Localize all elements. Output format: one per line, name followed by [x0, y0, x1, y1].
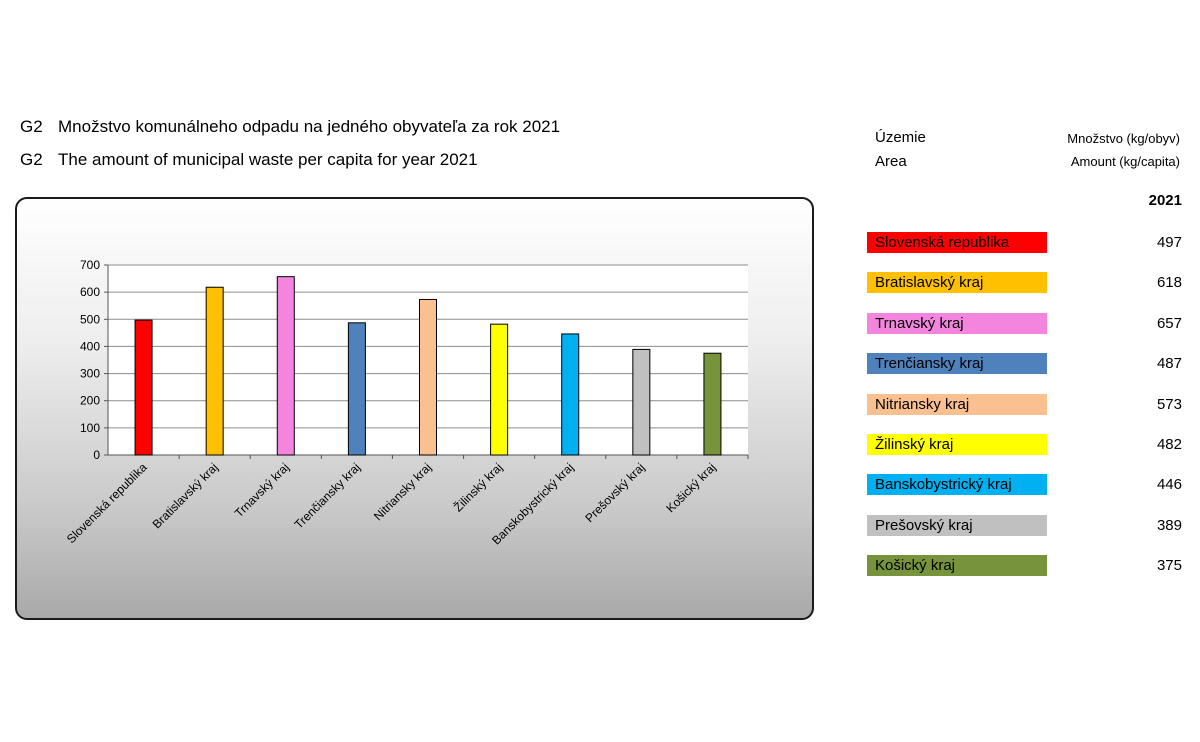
bar	[347, 322, 366, 456]
table-row: Banskobystrický kraj 446	[0, 474, 1200, 496]
bar	[205, 286, 224, 456]
row-value: 618	[1156, 274, 1182, 292]
row-value: 482	[1156, 436, 1182, 453]
bar	[561, 333, 580, 456]
chart-title-en-text: The amount of municipal waste per capita…	[58, 150, 478, 169]
bar	[490, 323, 509, 456]
chart-panel: 0 100 200 300 400 500 600 700 Slovenská republik…	[15, 197, 814, 620]
bar	[703, 352, 722, 456]
legend-swatch: Košický kraj	[867, 555, 1047, 577]
row-value: 389	[1156, 516, 1182, 534]
y-tick-label: 100	[80, 421, 100, 435]
y-tick-label: 200	[80, 394, 100, 408]
row-value: 446	[1156, 476, 1182, 494]
chart-title-sk-text: Množstvo komunálneho odpadu na jedného o…	[58, 117, 561, 136]
bar	[134, 319, 153, 456]
legend-swatch: Bratislavský kraj	[867, 272, 1047, 294]
legend-swatch: Banskobystrický kraj	[867, 474, 1047, 496]
y-tick-label: 700	[80, 258, 100, 272]
row-value: 573	[1156, 395, 1182, 413]
legend-swatch: Trnavský kraj	[867, 312, 1047, 334]
legend-swatch: Nitriansky kraj	[867, 393, 1047, 415]
legend-swatch: Žilinský kraj	[867, 434, 1047, 455]
y-tick-label: 500	[80, 312, 100, 326]
table-header-amount-sk: Množstvo (kg/obyv)	[1067, 131, 1180, 146]
legend-swatch: Prešovský kraj	[867, 514, 1047, 536]
row-value: 657	[1156, 314, 1182, 332]
chart-title-en: G2 The amount of municipal waste per capi…	[20, 150, 478, 170]
table-row: Žilinský kraj 482	[0, 434, 1200, 456]
row-value: 487	[1156, 355, 1182, 373]
bar	[276, 276, 295, 456]
table-row: Nitriansky kraj 573	[0, 393, 1200, 416]
table-header-area-sk: Územie	[875, 129, 926, 146]
y-tick-label: 400	[80, 339, 100, 353]
table-year-header: 2021	[1148, 192, 1182, 209]
table-row: Slovenská republika 497	[0, 232, 1200, 254]
table-header-area-en: Area	[875, 153, 907, 170]
table-row: Prešovský kraj 389	[0, 514, 1200, 537]
table-row: Trnavský kraj 657	[0, 312, 1200, 335]
bar	[632, 348, 651, 456]
y-tick-label: 600	[80, 285, 100, 299]
table-header-amount-en: Amount (kg/capita)	[1070, 154, 1180, 169]
chart-title-sk: G2 Množstvo komunálneho odpadu na jedného…	[20, 117, 560, 137]
row-value: 497	[1156, 234, 1182, 251]
chart-code-sk: G2	[20, 117, 43, 136]
y-tick-label: 0	[93, 448, 100, 462]
legend-swatch: Slovenská republika	[867, 232, 1047, 253]
chart-code-en: G2	[20, 150, 43, 169]
legend-swatch: Trenčiansky kraj	[867, 353, 1047, 375]
y-tick-label: 300	[80, 367, 100, 381]
table-row: Trenčiansky kraj 487	[0, 353, 1200, 375]
table-row: Košický kraj 375	[0, 555, 1200, 577]
table-row: Bratislavský kraj 618	[0, 272, 1200, 294]
bar	[419, 298, 437, 456]
row-value: 375	[1156, 557, 1182, 575]
